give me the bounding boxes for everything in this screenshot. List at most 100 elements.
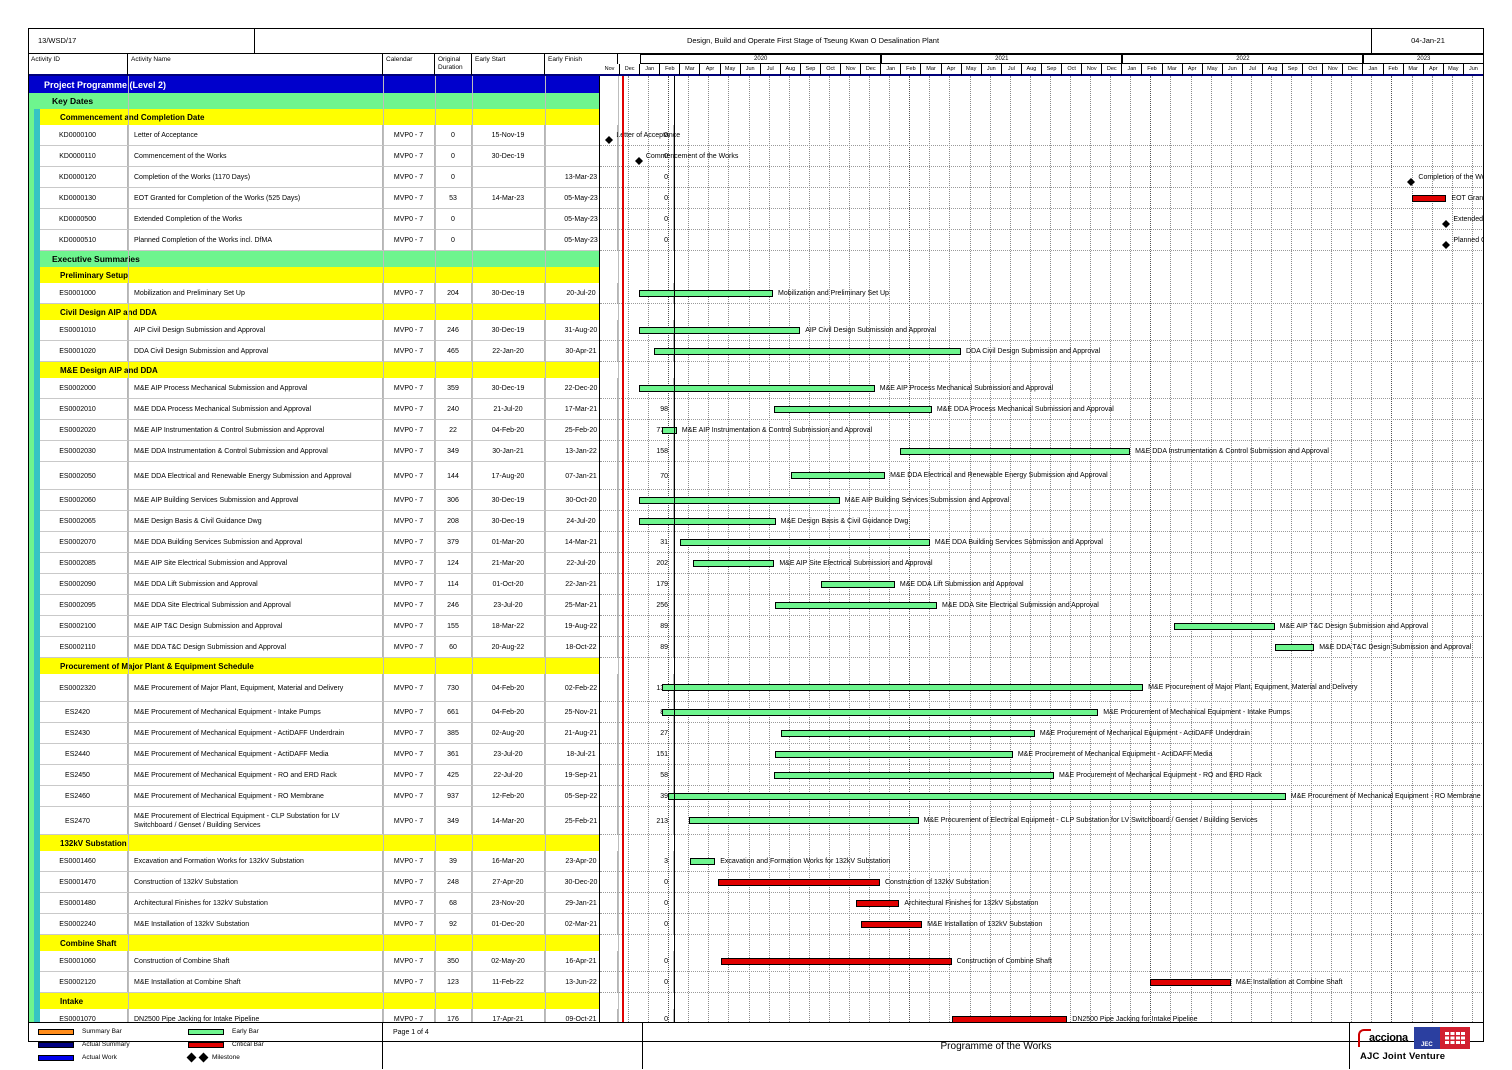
table-row[interactable]: KD0000120 Completion of the Works (1170 D… xyxy=(28,167,1484,188)
critical-bar[interactable] xyxy=(1412,194,1447,202)
cell-early-start: 20-Aug-22 xyxy=(472,637,545,658)
table-row[interactable]: ES2430 M&E Procurement of Mechanical Equi… xyxy=(28,723,1484,744)
early-bar[interactable] xyxy=(662,708,1099,716)
early-bar[interactable] xyxy=(821,580,895,588)
early-bar[interactable] xyxy=(638,384,875,392)
table-row[interactable]: ES0002110 M&E DDA T&C Design Submission a… xyxy=(28,637,1484,658)
milestone-marker[interactable] xyxy=(1442,216,1451,228)
table-row[interactable]: ES0002240 M&E Installation of 132kV Subst… xyxy=(28,914,1484,935)
table-row[interactable]: ES0002030 M&E DDA Instrumentation & Contr… xyxy=(28,441,1484,462)
early-bar[interactable] xyxy=(638,517,776,525)
milestone-marker[interactable] xyxy=(1442,237,1451,249)
table-chart-divider xyxy=(599,76,600,1022)
table-row[interactable]: ES0001020 DDA Civil Design Submission and… xyxy=(28,341,1484,362)
cell-original-duration: 39 xyxy=(435,851,472,872)
table-row[interactable]: ES0001460 Excavation and Formation Works … xyxy=(28,851,1484,872)
early-bar[interactable] xyxy=(688,817,919,824)
chart-row-separator xyxy=(600,250,1484,251)
table-row[interactable]: ES0002050 M&E DDA Electrical and Renewabl… xyxy=(28,462,1484,490)
early-bar[interactable] xyxy=(774,750,1013,758)
table-row[interactable]: ES0002085 M&E AIP Site Electrical Submiss… xyxy=(28,553,1484,574)
cell-calendar: MVP0 - 7 xyxy=(383,399,435,420)
group-banner-level-2[interactable]: Preliminary Setup xyxy=(28,267,600,283)
cell-original-duration: 0 xyxy=(435,167,472,188)
cell-early-start: 30-Dec-19 xyxy=(472,511,545,532)
early-bar[interactable] xyxy=(791,472,886,479)
table-row[interactable]: ES0002070 M&E DDA Building Services Submi… xyxy=(28,532,1484,553)
cell-original-duration: 92 xyxy=(435,914,472,935)
milestone-marker[interactable] xyxy=(1407,174,1416,186)
group-banner-level-2[interactable]: Combine Shaft xyxy=(28,935,600,951)
group-banner-level-1[interactable]: Key Dates xyxy=(28,93,600,109)
table-row[interactable]: ES0002090 M&E DDA Lift Submission and App… xyxy=(28,574,1484,595)
table-row[interactable]: KD0000130 EOT Granted for Completion of t… xyxy=(28,188,1484,209)
critical-bar[interactable] xyxy=(952,1015,1068,1022)
cell-activity-name: M&E AIP Process Mechanical Submission an… xyxy=(128,378,383,399)
critical-bar[interactable] xyxy=(721,957,952,965)
cell-activity-name: M&E DDA T&C Design Submission and Approv… xyxy=(128,637,383,658)
group-banner-level-0[interactable]: Project Programme (Level 2) xyxy=(28,76,600,93)
group-banner-level-2[interactable]: Procurement of Major Plant & Equipment S… xyxy=(28,658,600,674)
cell-activity-id: ES0001070 xyxy=(28,1009,128,1022)
bar-label: M&E AIP Process Mechanical Submission an… xyxy=(879,384,1054,392)
table-row[interactable]: KD0000100 Letter of Acceptance MVP0 - 7 0 15… xyxy=(28,125,1484,146)
cell-original-duration: 176 xyxy=(435,1009,472,1022)
early-bar[interactable] xyxy=(900,447,1131,455)
early-bar[interactable] xyxy=(693,559,775,567)
cell-total-float: 0 xyxy=(618,914,674,935)
row-separator xyxy=(28,340,600,341)
cell-early-finish: 20-Jul-20 xyxy=(545,283,618,304)
table-row[interactable]: ES0001070 DN2500 Pipe Jacking for Intake … xyxy=(28,1009,1484,1022)
group-banner-level-2[interactable]: 132kV Substation xyxy=(28,835,600,851)
early-bar[interactable] xyxy=(680,538,930,546)
critical-bar[interactable] xyxy=(1149,978,1231,986)
early-bar[interactable] xyxy=(781,729,1035,737)
table-row[interactable]: ES2470 M&E Procurement of Electrical Equi… xyxy=(28,807,1484,835)
early-bar[interactable] xyxy=(774,601,937,609)
table-row[interactable]: ES0001060 Construction of Combine Shaft MV… xyxy=(28,951,1484,972)
milestone-marker[interactable] xyxy=(605,132,614,144)
table-row[interactable]: ES0002320 M&E Procurement of Major Plant,… xyxy=(28,674,1484,702)
group-banner-level-2[interactable]: Civil Design AIP and DDA xyxy=(28,304,600,320)
group-banner-level-1[interactable]: Executive Summaries xyxy=(28,251,600,267)
milestone-marker[interactable] xyxy=(634,153,643,165)
early-bar[interactable] xyxy=(638,496,840,504)
table-row[interactable]: ES0002100 M&E AIP T&C Design Submission a… xyxy=(28,616,1484,637)
cell-activity-name: M&E AIP Instrumentation & Control Submis… xyxy=(128,420,383,441)
table-row[interactable]: ES0002010 M&E DDA Process Mechanical Subm… xyxy=(28,399,1484,420)
table-row[interactable]: ES0001480 Architectural Finishes for 132k… xyxy=(28,893,1484,914)
critical-bar[interactable] xyxy=(717,878,880,886)
critical-bar[interactable] xyxy=(861,920,923,928)
table-row[interactable]: KD0000500 Extended Completion of the Work… xyxy=(28,209,1484,230)
early-bar[interactable] xyxy=(638,289,774,297)
table-row[interactable]: ES2440 M&E Procurement of Mechanical Equi… xyxy=(28,744,1484,765)
early-bar[interactable] xyxy=(690,857,716,865)
early-bar[interactable] xyxy=(653,347,961,355)
early-bar[interactable] xyxy=(773,405,932,413)
critical-bar[interactable] xyxy=(855,899,900,907)
table-row[interactable]: ES0002120 M&E Installation at Combine Sha… xyxy=(28,972,1484,993)
early-bar[interactable] xyxy=(667,792,1286,800)
table-row[interactable]: ES2450 M&E Procurement of Mechanical Equi… xyxy=(28,765,1484,786)
acciona-mark-icon xyxy=(1358,1029,1371,1047)
group-banner-level-2[interactable]: M&E Design AIP and DDA xyxy=(28,362,600,378)
group-banner-level-2[interactable]: Commencement and Completion Date xyxy=(28,109,600,125)
group-banner-level-2[interactable]: Intake xyxy=(28,993,600,1009)
cell-activity-name: M&E DDA Electrical and Renewable Energy … xyxy=(128,462,383,490)
early-bar[interactable] xyxy=(774,771,1055,779)
table-row[interactable]: ES0002095 M&E DDA Site Electrical Submiss… xyxy=(28,595,1484,616)
early-bar[interactable] xyxy=(662,426,677,434)
early-bar[interactable] xyxy=(662,684,1144,691)
table-row[interactable]: KD0000510 Planned Completion of the Works… xyxy=(28,230,1484,251)
table-row[interactable]: KD0000110 Commencement of the Works MVP0 -… xyxy=(28,146,1484,167)
early-bar[interactable] xyxy=(1275,643,1315,651)
gridline xyxy=(1311,76,1313,1022)
table-row[interactable]: ES0002065 M&E Design Basis & Civil Guidan… xyxy=(28,511,1484,532)
early-bar[interactable] xyxy=(1173,622,1275,630)
timeline-month-jan-2021: Jan xyxy=(881,64,902,76)
table-row[interactable]: ES0001470 Construction of 132kV Substatio… xyxy=(28,872,1484,893)
cell-early-finish: 18-Oct-22 xyxy=(545,637,618,658)
summary-bar-swatch xyxy=(38,1028,74,1035)
early-bar[interactable] xyxy=(638,326,801,334)
gridline xyxy=(1451,76,1454,1022)
